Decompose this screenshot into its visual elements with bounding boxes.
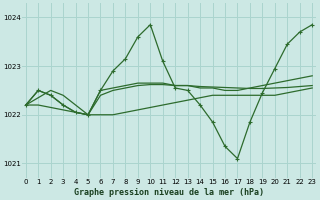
X-axis label: Graphe pression niveau de la mer (hPa): Graphe pression niveau de la mer (hPa) (74, 188, 264, 197)
